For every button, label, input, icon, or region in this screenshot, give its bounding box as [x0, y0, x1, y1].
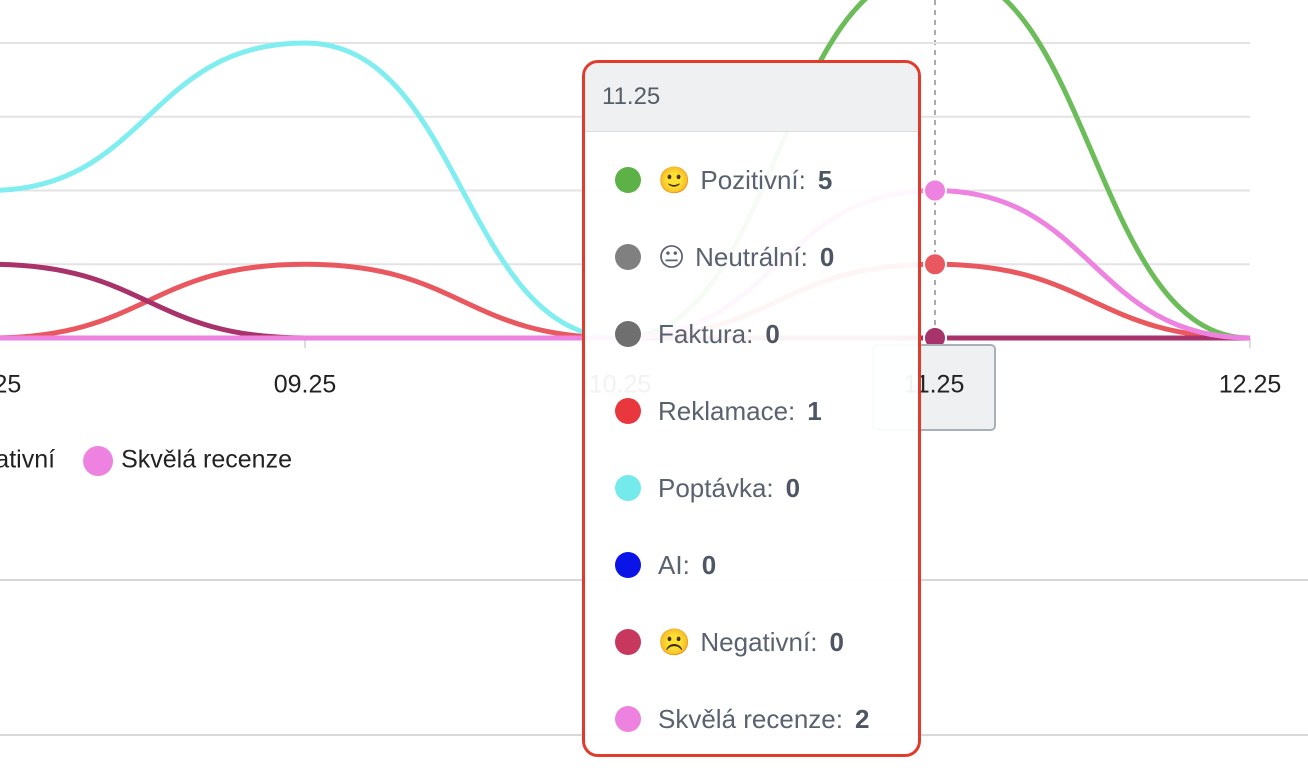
x-tick-label: 08.25 [0, 371, 21, 399]
tooltip-row: Skvělá recenze: 2 [615, 699, 869, 739]
tooltip-value: 0 [765, 318, 780, 349]
tooltip-title: 11.25 [585, 63, 918, 132]
tooltip-marker [615, 244, 641, 270]
legend-label: Negativní [0, 446, 55, 474]
tooltip-marker [615, 167, 641, 193]
tooltip-label: Negativní: [700, 626, 818, 657]
x-tick-label: 09.25 [274, 371, 337, 399]
tooltip-row: 🙂 Pozitivní: 5 [615, 160, 832, 200]
tooltip-row: Poptávka: 0 [615, 468, 800, 508]
tooltip-label: AI: [658, 549, 690, 580]
tooltip-marker [615, 475, 641, 501]
tooltip-marker [615, 629, 641, 655]
tooltip-marker [615, 321, 641, 347]
tooltip-row: Reklamace: 1 [615, 391, 822, 431]
tooltip-label: Faktura: [658, 318, 754, 349]
tooltip-row: ☹️ Negativní: 0 [615, 622, 844, 662]
tooltip-value: 5 [817, 164, 833, 195]
tooltip-marker [615, 552, 641, 578]
tooltip: 11.25 🙂 Pozitivní: 5 😐 Neutrální: 0 Faktura: 0 R… [582, 60, 921, 757]
tooltip-icon: 🙂 [658, 164, 691, 195]
tooltip-label: Neutrální: [695, 241, 808, 272]
tooltip-value: 0 [819, 241, 835, 272]
tooltip-value: 0 [701, 549, 717, 580]
tooltip-value: 0 [785, 472, 801, 503]
tooltip-value: 0 [829, 626, 844, 657]
x-tick-label: 12.25 [1219, 371, 1282, 399]
tooltip-row: AI: 0 [615, 545, 716, 585]
legend-marker [83, 446, 114, 476]
tooltip-label: Poptávka: [658, 472, 774, 503]
tooltip-marker [615, 706, 641, 732]
legend-label: Skvělá recenze [121, 446, 292, 474]
tooltip-value: 2 [854, 703, 870, 734]
hover-point [923, 178, 947, 203]
tooltip-value: 1 [807, 395, 822, 426]
hover-point [923, 252, 947, 277]
tooltip-row: 😐 Neutrální: 0 [615, 237, 834, 277]
tooltip-label: Skvělá recenze: [658, 703, 843, 734]
tooltip-marker [615, 398, 641, 424]
tooltip-icon: ☹️ [658, 626, 691, 657]
tooltip-label: Pozitivní: [700, 164, 806, 195]
tooltip-label: Reklamace: [658, 395, 796, 426]
tooltip-icon: 😐 [658, 241, 686, 272]
tooltip-row: Faktura: 0 [615, 314, 780, 354]
